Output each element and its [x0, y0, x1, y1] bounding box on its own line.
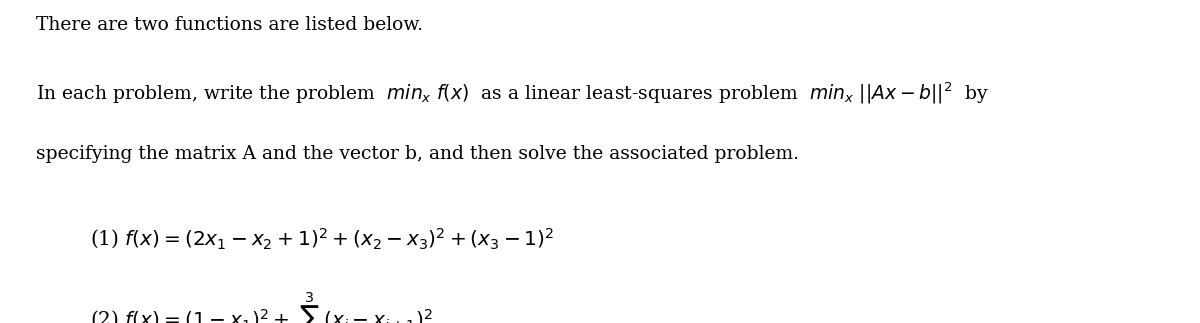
Text: (1) $f(\mathit{x}) = (2x_1 - x_2 + 1)^2 + (x_2 - x_3)^2 + (x_3 - 1)^2$: (1) $f(\mathit{x}) = (2x_1 - x_2 + 1)^2 …: [90, 226, 554, 251]
Text: There are two functions are listed below.: There are two functions are listed below…: [36, 16, 424, 34]
Text: In each problem, write the problem  $\mathit{min}_x\ f(x)$  as a linear least-sq: In each problem, write the problem $\mat…: [36, 81, 989, 106]
Text: (2) $f(\mathit{x}) = (1 - x_1)^2 + \sum_{j=1}^{3}(x_j - x_{j+1})^2$: (2) $f(\mathit{x}) = (1 - x_1)^2 + \sum_…: [90, 291, 433, 323]
Text: specifying the matrix A and the vector b, and then solve the associated problem.: specifying the matrix A and the vector b…: [36, 145, 799, 163]
